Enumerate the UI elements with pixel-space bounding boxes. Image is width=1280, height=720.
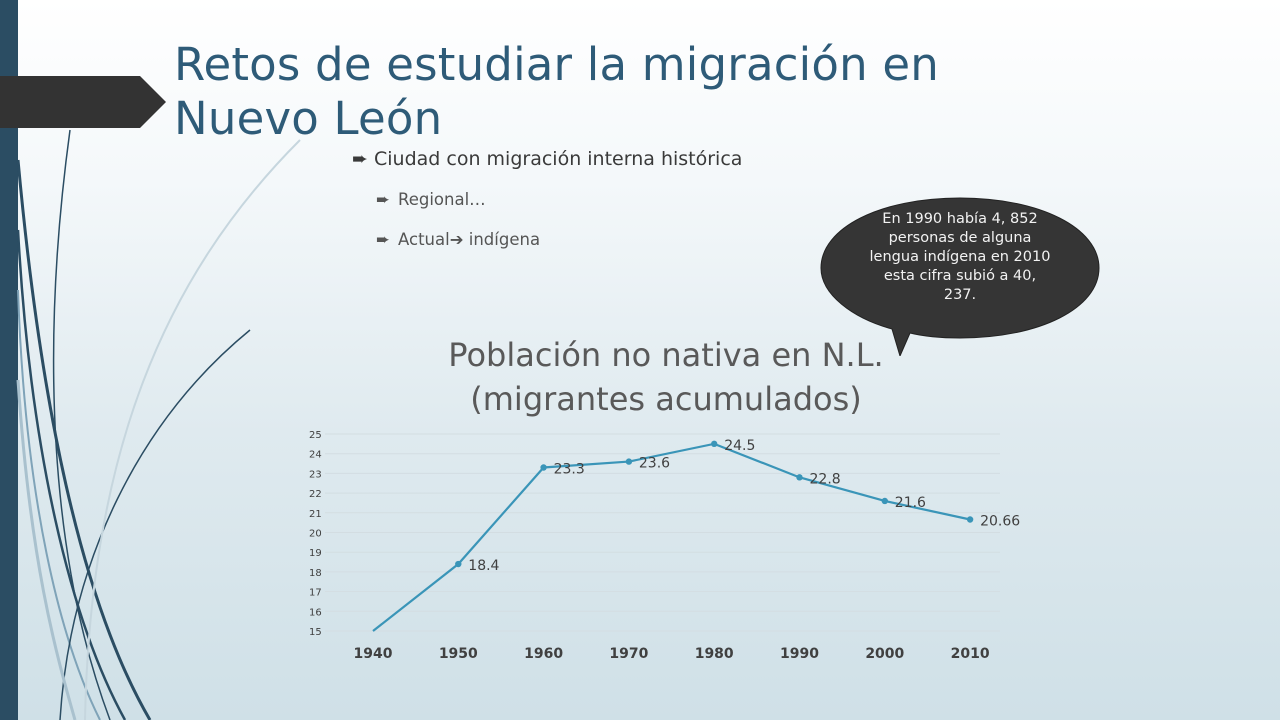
x-tick-label: 1940 — [354, 646, 393, 662]
series-line — [372, 442, 971, 632]
speech-bubble — [820, 197, 1100, 356]
bullet-item: ➨ Ciudad con migración interna histórica — [352, 148, 872, 174]
data-label: 24.5 — [724, 438, 755, 454]
data-point — [796, 474, 803, 481]
data-label: 18.4 — [468, 558, 499, 574]
decorative-curves — [16, 129, 301, 720]
chart-title-line-1: Población no nativa en N.L. — [448, 336, 883, 374]
y-tick-label: 24 — [309, 450, 322, 461]
y-tick-label: 16 — [309, 607, 322, 618]
slide-title: Retos de estudiar la migración en Nuevo … — [174, 38, 939, 145]
arrow-bullet-icon: ➨ — [376, 190, 390, 209]
bullet-text: Ciudad con migración interna histórica — [374, 148, 743, 170]
data-point — [711, 440, 718, 448]
data-label: 23.6 — [639, 456, 670, 472]
data-point — [625, 458, 633, 465]
x-tick-label: 1970 — [609, 646, 648, 662]
data-point — [966, 516, 974, 523]
chart-title-line-2: (migrantes acumulados) — [470, 380, 861, 418]
title-tab-shape — [0, 76, 166, 128]
bullet-item: ➨ Actual➔ indígena — [374, 230, 872, 254]
x-tick-label: 1950 — [439, 646, 478, 662]
y-tick-label: 17 — [309, 588, 322, 599]
y-tick-label: 23 — [309, 469, 322, 480]
bullet-list: ➨ Ciudad con migración interna histórica… — [352, 148, 872, 254]
y-tick-label: 21 — [309, 509, 322, 520]
data-point — [455, 560, 462, 568]
callout-text: En 1990 había 4, 852 personas de alguna … — [869, 211, 1051, 303]
data-label: 20.66 — [980, 513, 1020, 529]
data-label: 23.3 — [554, 461, 585, 477]
y-tick-label: 19 — [309, 548, 322, 559]
data-point — [881, 497, 888, 505]
data-point — [540, 464, 547, 471]
x-tick-label: 1960 — [524, 646, 563, 662]
arrow-bullet-icon: ➨ — [376, 230, 390, 249]
y-tick-label: 25 — [309, 430, 322, 441]
y-tick-label: 18 — [309, 568, 322, 579]
data-label: 21.6 — [895, 495, 926, 511]
data-label: 22.8 — [810, 471, 841, 487]
accent-bar — [0, 0, 18, 720]
y-tick-label: 20 — [309, 529, 322, 540]
arrow-bullet-icon: ➨ — [352, 148, 368, 170]
bullet-item: ➨ Regional… — [374, 190, 872, 214]
y-tick-label: 22 — [309, 489, 322, 500]
y-tick-label: 15 — [309, 627, 322, 638]
x-tick-label: 2010 — [951, 646, 990, 662]
bullet-text: Regional… — [398, 190, 486, 209]
x-tick-label: 1980 — [695, 646, 734, 662]
x-tick-label: 2000 — [865, 646, 904, 662]
bullet-text: Actual➔ indígena — [398, 230, 541, 249]
x-tick-label: 1990 — [780, 646, 819, 662]
